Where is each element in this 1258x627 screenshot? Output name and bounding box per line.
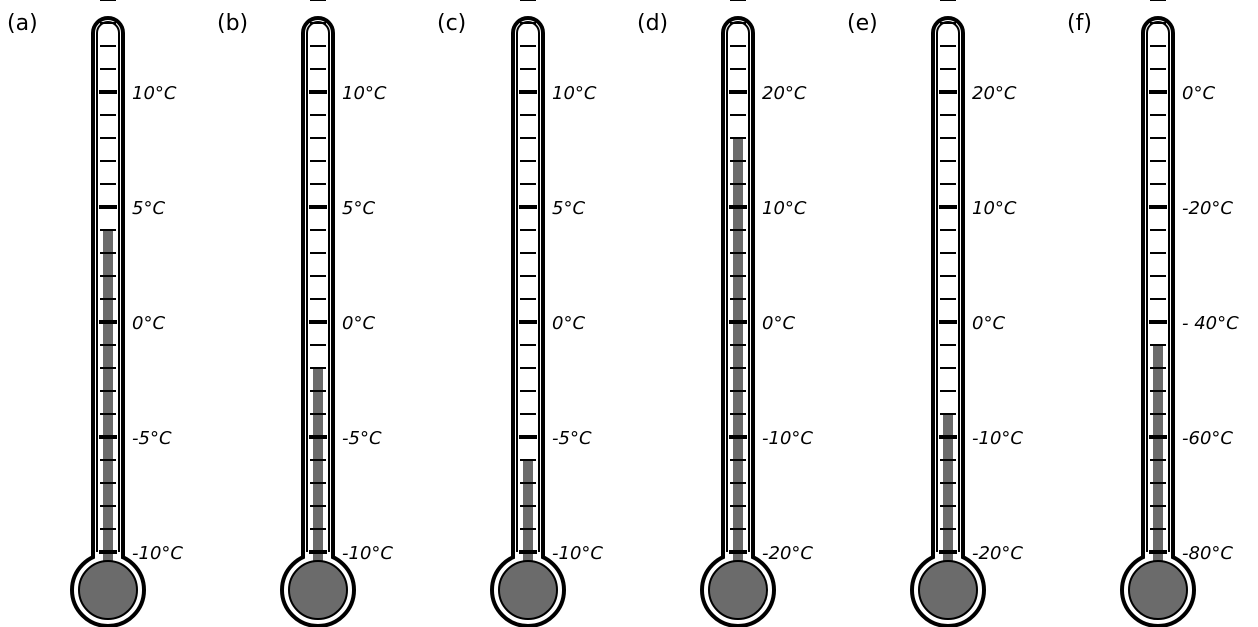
scale-label: 20°C	[762, 83, 807, 104]
scale-label: - 40°C	[1182, 313, 1239, 334]
scale-label: -10°C	[552, 543, 603, 564]
thermometer-label: (c)	[437, 11, 466, 36]
bulb-fill	[1128, 560, 1188, 620]
bulb-fill	[498, 560, 558, 620]
bulb-fill	[78, 560, 138, 620]
thermometer-d: (d) 20°C 10°C 0°C -10°C -20°C	[637, 0, 813, 627]
scale-label: -5°C	[132, 428, 172, 449]
scale-label: -60°C	[1182, 428, 1233, 449]
scale-label: 0°C	[552, 313, 585, 334]
scale-label: -10°C	[342, 543, 393, 564]
scale-label: 0°C	[132, 313, 165, 334]
tube-outline	[511, 16, 545, 560]
scale-label: -5°C	[342, 428, 382, 449]
scale-label: 10°C	[972, 198, 1017, 219]
scale-label: 0°C	[762, 313, 795, 334]
bulb-fill	[918, 560, 978, 620]
mercury-column	[943, 414, 953, 580]
thermometer-label: (b)	[217, 11, 248, 36]
scale-label: -20°C	[972, 543, 1023, 564]
mercury-column	[523, 460, 533, 580]
thermometer-b: (b) 10°C 5°C 0°C -5°C -10°C	[217, 0, 393, 627]
thermometer-a: (a) 10°C 5°C 0°C -5°C -10°C	[7, 0, 183, 627]
mercury-column	[103, 230, 113, 580]
scale-label: -20°C	[1182, 198, 1233, 219]
scale-label: -10°C	[762, 428, 813, 449]
scale-label: 10°C	[132, 83, 177, 104]
thermometer-c: (c) 10°C 5°C 0°C -5°C -10°C	[437, 0, 603, 627]
scale-label: -10°C	[972, 428, 1023, 449]
scale-label: 0°C	[342, 313, 375, 334]
scale-label: 0°C	[972, 313, 1005, 334]
scale-label: -20°C	[762, 543, 813, 564]
scale-label: 5°C	[552, 198, 585, 219]
bulb-fill	[708, 560, 768, 620]
thermometer-f: (f) 0°C -20°C - 40°C -60°C -80°C	[1067, 0, 1239, 627]
bulb-fill	[288, 560, 348, 620]
scale-label: 5°C	[132, 198, 165, 219]
scale-label: -80°C	[1182, 543, 1233, 564]
scale-label: -5°C	[552, 428, 592, 449]
thermometer-label: (a)	[7, 11, 38, 36]
mercury-column	[313, 368, 323, 580]
mercury-column	[733, 138, 743, 580]
thermometer-label: (e)	[847, 11, 878, 36]
scale-label: 10°C	[342, 83, 387, 104]
scale-label: 10°C	[552, 83, 597, 104]
thermometer-label: (f)	[1067, 11, 1092, 36]
scale-label: 10°C	[762, 198, 807, 219]
thermometer-e: (e) 20°C 10°C 0°C -10°C -20°C	[847, 0, 1023, 627]
scale-label: -10°C	[132, 543, 183, 564]
scale-label: 5°C	[342, 198, 375, 219]
tube-outline	[931, 16, 965, 560]
thermometer-label: (d)	[637, 11, 668, 36]
tube-outline	[301, 16, 335, 560]
tube-outline	[1141, 16, 1175, 560]
scale-label: 0°C	[1182, 83, 1215, 104]
scale-label: 20°C	[972, 83, 1017, 104]
mercury-column	[1153, 345, 1163, 580]
